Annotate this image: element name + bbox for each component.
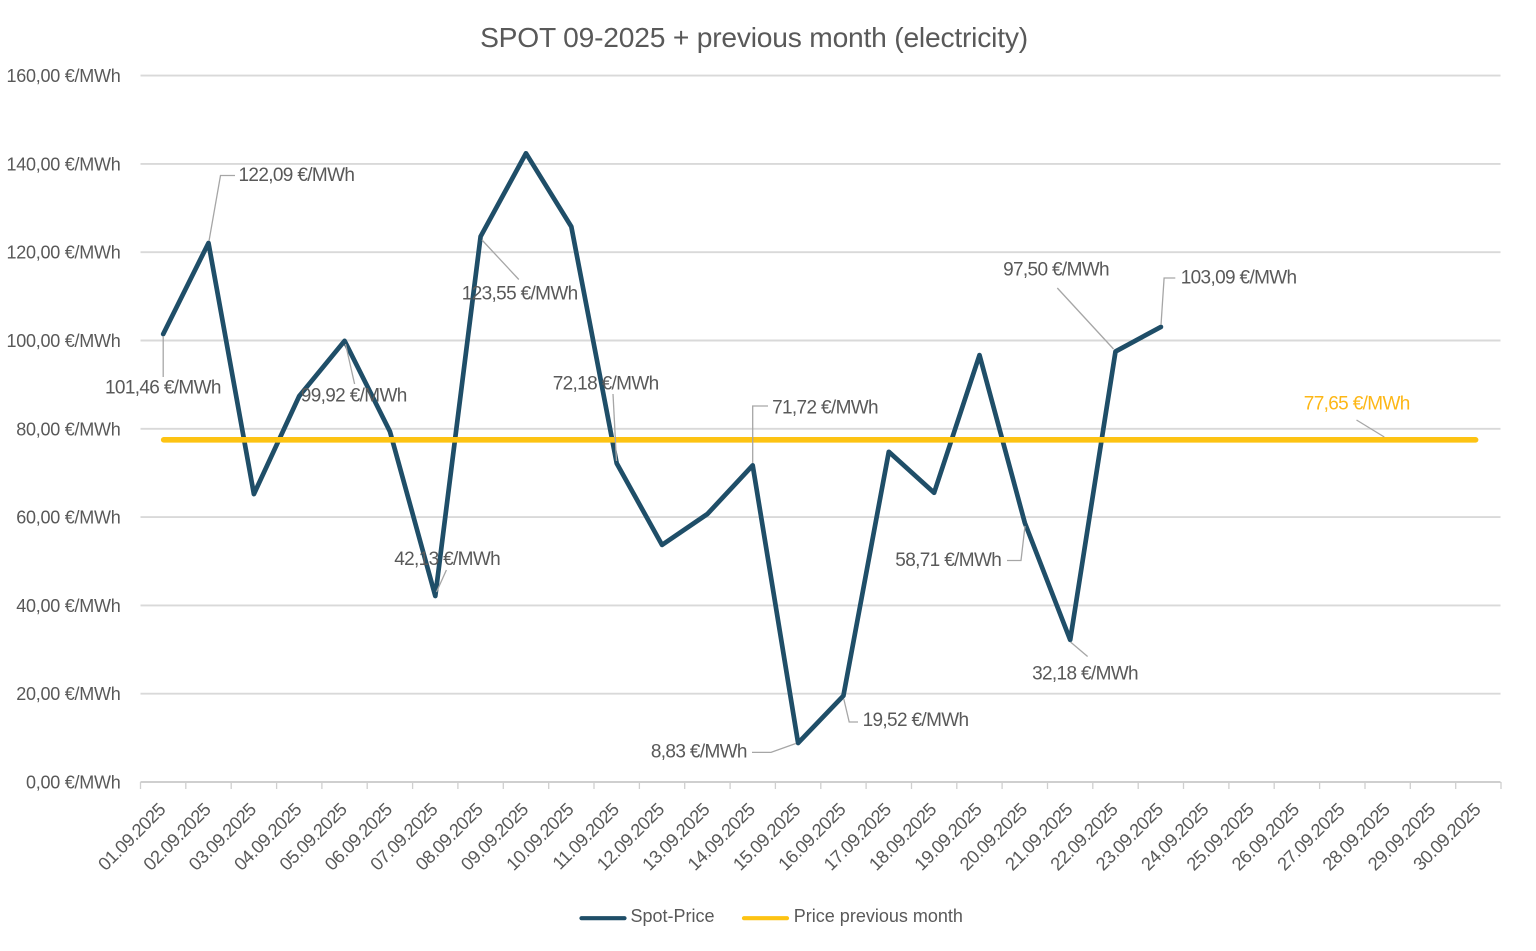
- svg-text:160,00 €/MWh: 160,00 €/MWh: [6, 66, 120, 86]
- svg-text:99,92 €/MWh: 99,92 €/MWh: [301, 386, 407, 407]
- svg-text:8,83 €/MWh: 8,83 €/MWh: [651, 742, 747, 763]
- svg-text:103,09 €/MWh: 103,09 €/MWh: [1181, 268, 1297, 289]
- svg-text:122,09 €/MWh: 122,09 €/MWh: [239, 165, 355, 186]
- svg-text:60,00 €/MWh: 60,00 €/MWh: [16, 508, 120, 528]
- svg-text:0,00 €/MWh: 0,00 €/MWh: [26, 773, 121, 793]
- svg-text:120,00 €/MWh: 120,00 €/MWh: [6, 243, 120, 263]
- svg-text:42,13 €/MWh: 42,13 €/MWh: [394, 549, 500, 570]
- svg-text:80,00 €/MWh: 80,00 €/MWh: [16, 419, 120, 439]
- svg-text:58,71 €/MWh: 58,71 €/MWh: [895, 550, 1001, 571]
- svg-text:32,18 €/MWh: 32,18 €/MWh: [1032, 664, 1138, 685]
- svg-text:19,52 €/MWh: 19,52 €/MWh: [863, 710, 969, 731]
- svg-text:40,00 €/MWh: 40,00 €/MWh: [16, 596, 120, 616]
- svg-text:100,00 €/MWh: 100,00 €/MWh: [6, 331, 120, 351]
- svg-text:Spot-Price: Spot-Price: [631, 906, 715, 926]
- svg-text:SPOT 09-2025 + previous month: SPOT 09-2025 + previous month (electrici…: [480, 21, 1028, 53]
- svg-text:123,55 €/MWh: 123,55 €/MWh: [462, 284, 578, 305]
- svg-text:20,00 €/MWh: 20,00 €/MWh: [16, 684, 120, 704]
- svg-text:72,18 €/MWh: 72,18 €/MWh: [553, 374, 659, 395]
- svg-text:97,50 €/MWh: 97,50 €/MWh: [1003, 260, 1109, 281]
- svg-text:77,65 €/MWh: 77,65 €/MWh: [1304, 394, 1410, 415]
- svg-text:140,00 €/MWh: 140,00 €/MWh: [6, 154, 120, 174]
- svg-text:101,46 €/MWh: 101,46 €/MWh: [105, 378, 221, 399]
- svg-text:71,72 €/MWh: 71,72 €/MWh: [772, 398, 878, 419]
- svg-text:Price previous month: Price previous month: [794, 906, 963, 926]
